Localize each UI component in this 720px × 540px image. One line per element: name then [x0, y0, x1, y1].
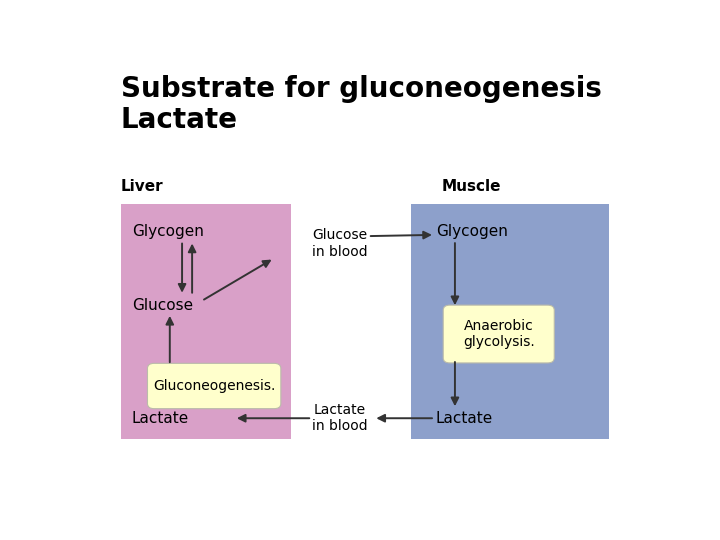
Text: Lactate: Lactate [121, 106, 238, 134]
FancyBboxPatch shape [444, 305, 554, 363]
FancyBboxPatch shape [148, 363, 281, 409]
Text: Glycogen: Glycogen [132, 224, 204, 239]
Text: Anaerobic
glycolysis.: Anaerobic glycolysis. [463, 319, 535, 349]
FancyBboxPatch shape [411, 204, 609, 439]
Text: Glucose
in blood: Glucose in blood [312, 228, 368, 259]
Text: Lactate: Lactate [436, 411, 493, 426]
Text: Gluconeogenesis.: Gluconeogenesis. [153, 379, 276, 393]
Text: Glucose: Glucose [132, 299, 193, 313]
Text: Lactate: Lactate [132, 411, 189, 426]
Text: Lactate
in blood: Lactate in blood [312, 403, 368, 433]
Text: Substrate for gluconeogenesis: Substrate for gluconeogenesis [121, 75, 602, 103]
Text: Glycogen: Glycogen [436, 224, 508, 239]
FancyBboxPatch shape [121, 204, 291, 439]
Text: Muscle: Muscle [441, 179, 501, 194]
Text: Liver: Liver [121, 179, 163, 194]
